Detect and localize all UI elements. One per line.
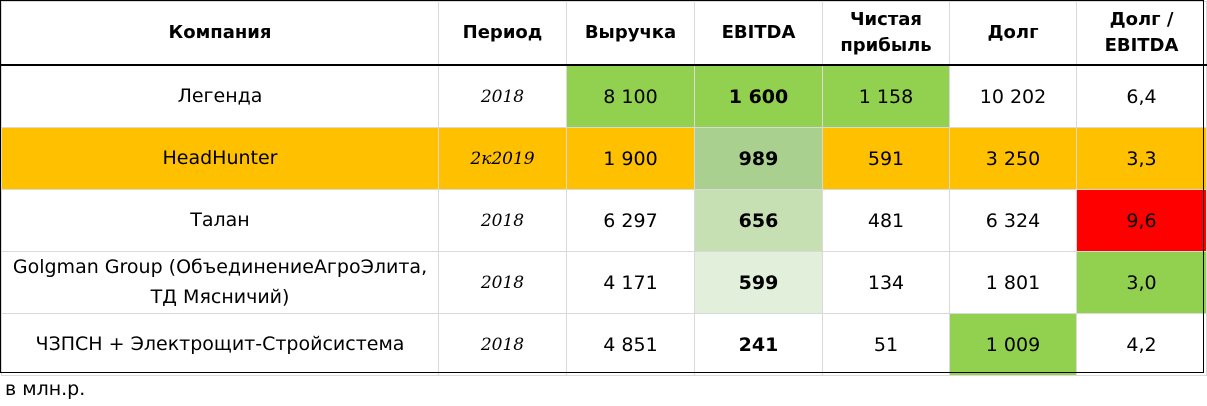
table-row: Легенда 2018 8 100 1 600 1 158 10 202 6,… [1,64,1207,128]
net-profit-cell: 51 [822,313,950,376]
period-cell: 2018 [438,313,567,376]
header-row: Компания Период Выручка EBITDA Чистая пр… [1,1,1207,66]
header-net-profit: Чистая прибыль [822,1,950,66]
header-debt: Долг [949,1,1077,66]
header-net-profit-line2: прибыль [840,35,932,56]
ebitda-cell: 656 [694,189,823,252]
debt-cell: 1 009 [949,313,1077,376]
company-cell: Golgman Group (ОбъединениеАгроЭлита, ТД … [1,251,439,314]
debt-ebitda-cell: 6,4 [1076,64,1207,128]
debt-cell: 10 202 [949,64,1077,128]
debt-cell: 1 801 [949,251,1077,314]
header-period: Период [438,1,567,66]
ebitda-cell: 1 600 [694,64,823,128]
revenue-cell: 6 297 [566,189,695,252]
company-cell: ЧЗПСН + Электрощит-Стройсистема [1,313,439,376]
units-footnote: в млн.р. [5,378,86,400]
debt-ebitda-cell: 3,0 [1076,251,1207,314]
header-debt-ebitda-line1: Долг / [1109,8,1174,30]
debt-ebitda-cell: 3,3 [1076,127,1207,190]
table-row: Талан 2018 6 297 656 481 6 324 9,6 [1,189,1207,252]
revenue-cell: 4 851 [566,313,695,376]
period-cell: 2к2019 [438,127,567,190]
period-cell: 2018 [438,64,567,128]
period-cell: 2018 [438,189,567,252]
header-net-profit-line1: Чистая [850,8,922,30]
debt-cell: 3 250 [949,127,1077,190]
company-cell: HeadHunter [1,127,439,190]
table-row-highlighted: HeadHunter 2к2019 1 900 989 591 3 250 3,… [1,127,1207,190]
company-cell: Легенда [1,64,439,128]
header-debt-ebitda-line2: EBITDA [1104,35,1179,56]
revenue-cell: 4 171 [566,251,695,314]
table-row: ЧЗПСН + Электрощит-Стройсистема 2018 4 8… [1,313,1207,376]
debt-ebitda-cell: 9,6 [1076,189,1207,252]
company-cell: Талан [1,189,439,252]
debt-ebitda-cell: 4,2 [1076,313,1207,376]
header-revenue: Выручка [566,1,695,66]
net-profit-cell: 134 [822,251,950,314]
revenue-cell: 1 900 [566,127,695,190]
company-line2: ТД Мясничий) [150,285,290,308]
header-company: Компания [1,1,439,66]
net-profit-cell: 591 [822,127,950,190]
header-ebitda: EBITDA [694,1,823,66]
net-profit-cell: 481 [822,189,950,252]
net-profit-cell: 1 158 [822,64,950,128]
header-debt-ebitda: Долг / EBITDA [1076,1,1207,66]
debt-cell: 6 324 [949,189,1077,252]
ebitda-cell: 989 [694,127,823,190]
financial-comparison-table: Компания Период Выручка EBITDA Чистая пр… [1,1,1207,376]
company-line1: Golgman Group (ОбъединениеАгроЭлита, [12,256,428,279]
ebitda-cell: 599 [694,251,823,314]
ebitda-cell: 241 [694,313,823,376]
table-row: Golgman Group (ОбъединениеАгроЭлита, ТД … [1,251,1207,314]
revenue-cell: 8 100 [566,64,695,128]
period-cell: 2018 [438,251,567,314]
